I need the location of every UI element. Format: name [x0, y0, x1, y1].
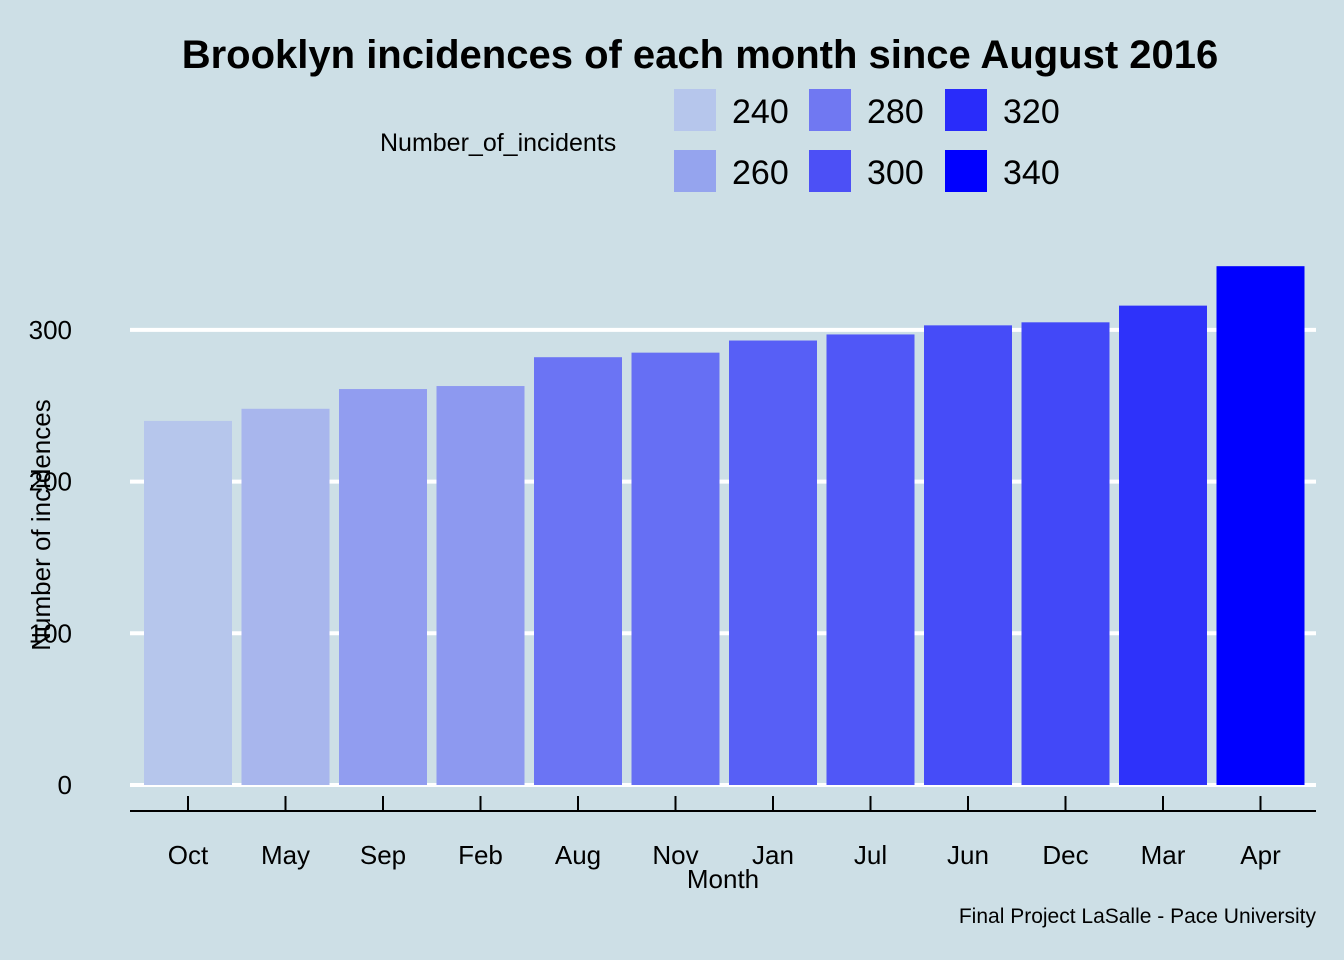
- x-tick-label: Nov: [652, 840, 698, 870]
- legend-swatch: [674, 150, 716, 192]
- legend-label: 340: [1003, 154, 1060, 192]
- bar-aug: [534, 357, 622, 785]
- chart-caption: Final Project LaSalle - Pace University: [959, 905, 1317, 928]
- y-tick-label: 0: [58, 770, 72, 800]
- bar-jun: [924, 325, 1012, 785]
- x-axis-label: Month: [687, 864, 759, 894]
- bar-feb: [436, 386, 525, 785]
- legend-label: 260: [732, 154, 789, 192]
- y-tick-label: 100: [29, 618, 72, 648]
- x-tick-label: Apr: [1240, 840, 1281, 870]
- bar-apr: [1216, 266, 1305, 785]
- y-axis: 0 100 200 300: [29, 315, 72, 800]
- bar-dec: [1021, 322, 1110, 785]
- chart-title: Brooklyn incidences of each month since …: [182, 33, 1219, 77]
- y-axis-label: Number of incidences: [26, 399, 56, 650]
- legend-label: 320: [1003, 93, 1060, 131]
- legend-swatch: [674, 89, 716, 131]
- bar-may: [241, 408, 330, 785]
- x-tick-label: Mar: [1141, 840, 1186, 870]
- legend: Number_of_incidents 240 260 280 300 320 340: [380, 89, 1060, 192]
- bar-jan: [729, 340, 817, 785]
- x-tick-label: Sep: [360, 840, 406, 870]
- y-tick-label: 300: [29, 315, 72, 345]
- legend-swatch: [945, 89, 987, 131]
- legend-label: 300: [867, 154, 924, 192]
- legend-title: Number_of_incidents: [380, 129, 616, 157]
- y-tick-label: 200: [29, 467, 72, 497]
- legend-swatch: [809, 150, 851, 192]
- legend-label: 280: [867, 93, 924, 131]
- x-tick-label: Aug: [555, 840, 601, 870]
- bar-mar: [1119, 305, 1207, 785]
- x-tick-label: Jul: [854, 840, 887, 870]
- bar-nov: [631, 352, 720, 785]
- legend-label: 240: [732, 93, 789, 131]
- x-tick-label: Jun: [947, 840, 989, 870]
- bar-oct: [144, 420, 232, 785]
- x-tick-label: Jan: [752, 840, 794, 870]
- x-tick-label: May: [261, 840, 310, 870]
- bar-sep: [339, 389, 427, 785]
- legend-swatch: [945, 150, 987, 192]
- x-axis: Oct May Sep Feb Aug Nov Jan Jul Jun Dec Mar Apr: [130, 796, 1316, 870]
- bar-jul: [826, 334, 915, 785]
- legend-swatch: [809, 89, 851, 131]
- x-tick-label: Oct: [168, 840, 209, 870]
- x-tick-label: Dec: [1042, 840, 1088, 870]
- x-tick-label: Feb: [458, 840, 503, 870]
- bars: [144, 266, 1305, 785]
